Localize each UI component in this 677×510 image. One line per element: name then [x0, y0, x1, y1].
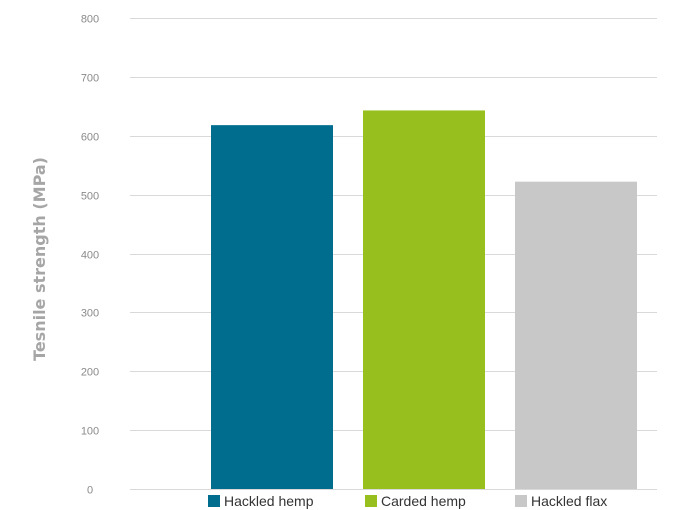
legend: Hackled hemp Carded hemp Hackled flax [208, 493, 607, 509]
bar [515, 181, 637, 490]
bar [363, 110, 485, 489]
y-tick-labels: 0 100 200 300 400 500 600 700 800 [81, 14, 99, 497]
y-tick-label: 700 [81, 73, 99, 85]
legend-label: Hackled flax [531, 493, 607, 509]
legend-swatch [515, 495, 527, 507]
bar [211, 125, 333, 489]
legend-label: Hackled hemp [224, 493, 314, 509]
y-tick-label: 100 [81, 426, 99, 438]
legend-label: Carded hemp [381, 493, 466, 509]
y-tick-label: 400 [81, 250, 99, 262]
y-tick-label: 300 [81, 308, 99, 320]
legend-swatch [365, 495, 377, 507]
y-tick-label: 0 [87, 485, 93, 497]
legend-swatch [208, 495, 220, 507]
y-tick-label: 800 [81, 14, 99, 26]
y-tick-label: 600 [81, 132, 99, 144]
y-tick-label: 500 [81, 191, 99, 203]
y-tick-label: 200 [81, 367, 99, 379]
y-axis-title: Tesnile strength (MPa) [30, 157, 49, 361]
bars [211, 110, 637, 490]
